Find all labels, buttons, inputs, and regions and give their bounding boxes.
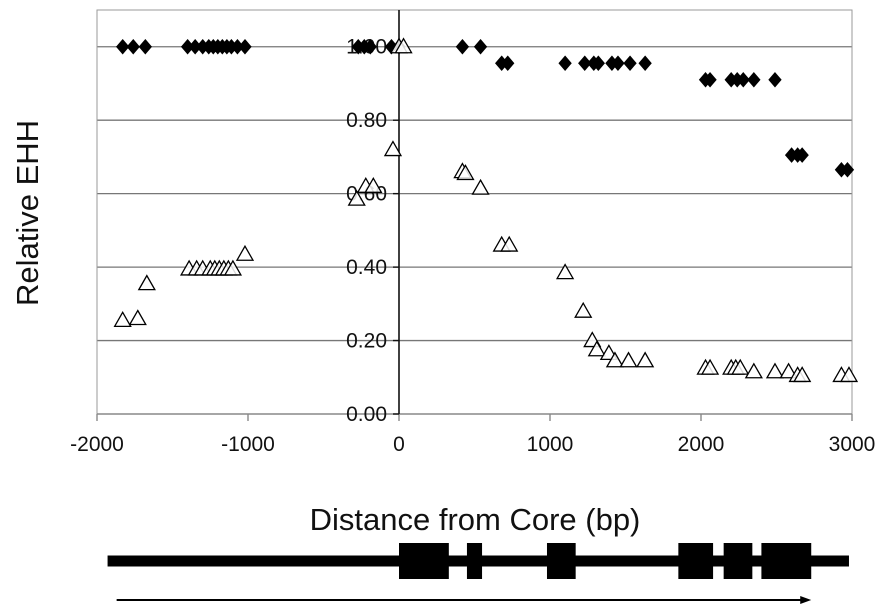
- axes: [96, 9, 853, 421]
- triangle-point: [839, 366, 859, 383]
- y-tick-label: 0.20: [346, 330, 387, 353]
- triangle-point: [128, 309, 147, 326]
- diamond-point: [638, 55, 652, 72]
- y-axis-title: Relative EHH: [10, 120, 45, 306]
- diamond-point: [703, 72, 717, 88]
- diamond-point: [558, 55, 572, 72]
- diamond-point: [501, 55, 515, 72]
- diamond-point: [747, 72, 761, 88]
- diamond-point: [623, 55, 637, 72]
- diamond-point: [591, 55, 605, 72]
- triangle-point: [456, 164, 475, 181]
- triangle-point: [364, 176, 383, 193]
- diamond-point: [795, 147, 809, 163]
- diamond-point: [363, 38, 377, 55]
- diamond-point: [455, 38, 470, 55]
- tick-labels: -2000 -1000 0 1000 2000 30000.000.200.400.600…: [70, 36, 875, 456]
- triangle-point: [113, 311, 132, 327]
- diamond-point: [238, 38, 252, 55]
- triangle-point: [636, 351, 655, 368]
- y-tick-label: 0.80: [346, 109, 387, 132]
- diamond-point: [611, 55, 625, 72]
- x-tick-label: 2000: [678, 433, 725, 456]
- triangle-point: [383, 140, 403, 157]
- exon-block: [546, 543, 576, 579]
- diamond-point: [116, 38, 130, 55]
- triangle-point: [779, 362, 798, 379]
- exon-block: [723, 543, 753, 579]
- triangle-point: [347, 189, 366, 206]
- diamond-point: [578, 55, 592, 72]
- exon-block: [761, 543, 812, 579]
- exon-block: [466, 543, 483, 579]
- triangle-point: [587, 340, 606, 357]
- triangle-point: [619, 351, 638, 368]
- triangle-point: [793, 366, 812, 383]
- x-tick-label: -1000: [221, 433, 275, 456]
- direction-arrow-head: [800, 596, 812, 604]
- triangle-point: [765, 362, 785, 379]
- exon-block: [399, 543, 449, 579]
- x-tick-label: -2000: [70, 433, 124, 456]
- diamond-point: [736, 72, 750, 88]
- triangle-point: [744, 362, 763, 379]
- gene-diagram: [107, 543, 849, 604]
- data-points: [113, 37, 859, 383]
- x-tick-label: 1000: [527, 433, 574, 456]
- plot-frame: [96, 9, 853, 415]
- diamond-point: [473, 38, 488, 55]
- triangle-point: [605, 351, 625, 368]
- triangle-point: [394, 37, 413, 54]
- diamond-point: [138, 38, 152, 55]
- diamond-point: [840, 161, 855, 178]
- diamond-point: [126, 38, 140, 55]
- triangle-point: [731, 358, 750, 375]
- x-tick-label: 0: [393, 433, 405, 456]
- y-tick-label: 0.00: [346, 403, 387, 426]
- triangle-point: [555, 263, 575, 280]
- diamond-point: [768, 72, 782, 88]
- triangle-point: [574, 301, 593, 318]
- x-tick-label: 3000: [829, 433, 876, 456]
- triangle-point: [700, 358, 720, 375]
- triangle-point: [235, 244, 255, 261]
- triangle-point: [137, 274, 156, 291]
- x-axis-title: Distance from Core (bp): [310, 502, 641, 537]
- triangle-point: [500, 235, 519, 252]
- exon-block: [678, 543, 714, 579]
- triangle-point: [471, 178, 490, 195]
- triangle-point: [223, 259, 243, 276]
- y-tick-label: 0.40: [346, 256, 387, 279]
